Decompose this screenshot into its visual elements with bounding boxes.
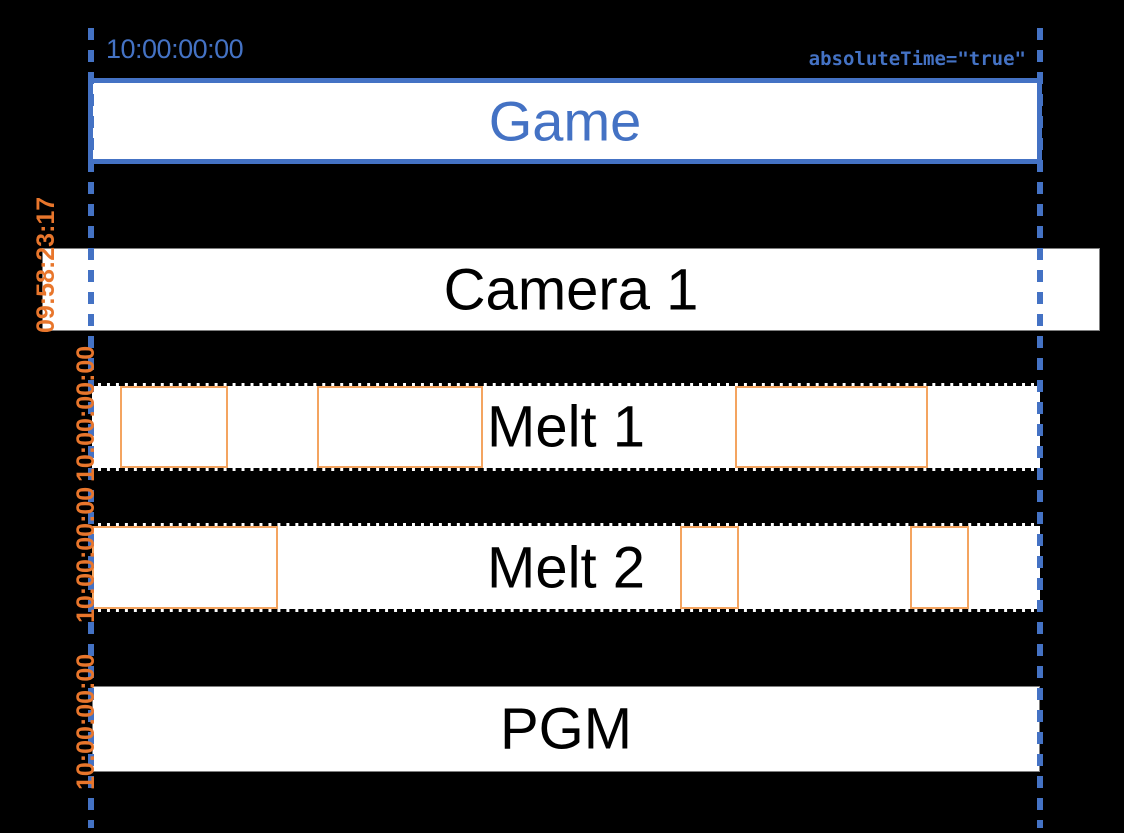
- gutter-timecode-0: 09:58:23:17: [32, 196, 60, 333]
- start-timecode-label: 10:00:00:00: [106, 34, 244, 64]
- cursor-right[interactable]: [1037, 28, 1043, 828]
- clip-melt-1-2[interactable]: [735, 386, 928, 468]
- track-melt-2[interactable]: Melt 2: [92, 523, 1040, 612]
- gutter-timecode-1: 10:00:00:00: [72, 345, 100, 482]
- clip-melt-1-1[interactable]: [317, 386, 483, 468]
- track-melt-1[interactable]: Melt 1: [92, 383, 1040, 471]
- cursor-left[interactable]: [88, 28, 94, 828]
- absolute-time-attribute-label: absoluteTime="true": [808, 48, 1026, 70]
- gutter-timecode-3: 10:00:00:00: [72, 653, 100, 790]
- track-camera-1[interactable]: Camera 1: [42, 248, 1100, 331]
- track-pgm[interactable]: PGM: [92, 686, 1040, 772]
- track-label-pgm: PGM: [499, 696, 633, 762]
- clip-melt-2-1[interactable]: [680, 526, 739, 609]
- track-label-game: Game: [488, 89, 642, 153]
- clip-melt-2-0[interactable]: [92, 526, 278, 609]
- track-label-camera-1: Camera 1: [443, 257, 699, 322]
- gutter-timecode-2: 10:00:00:00: [72, 486, 100, 623]
- track-game[interactable]: Game: [88, 78, 1042, 164]
- clip-melt-2-2[interactable]: [910, 526, 969, 609]
- clip-melt-1-0[interactable]: [120, 386, 228, 468]
